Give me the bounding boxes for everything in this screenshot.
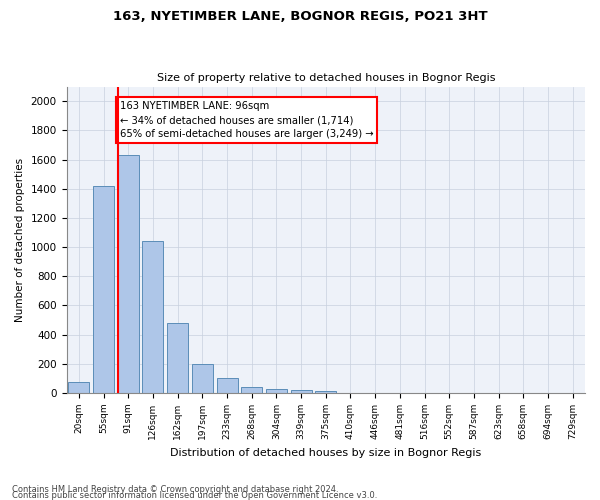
Bar [167, 323, 188, 393]
Title: Size of property relative to detached houses in Bognor Regis: Size of property relative to detached ho… [157, 73, 495, 83]
Bar [290, 390, 311, 393]
Bar [266, 388, 287, 393]
Bar [142, 240, 163, 393]
X-axis label: Distribution of detached houses by size in Bognor Regis: Distribution of detached houses by size … [170, 448, 481, 458]
Bar [217, 378, 238, 393]
Text: Contains HM Land Registry data © Crown copyright and database right 2024.: Contains HM Land Registry data © Crown c… [12, 484, 338, 494]
Text: 163, NYETIMBER LANE, BOGNOR REGIS, PO21 3HT: 163, NYETIMBER LANE, BOGNOR REGIS, PO21 … [113, 10, 487, 23]
Text: Contains public sector information licensed under the Open Government Licence v3: Contains public sector information licen… [12, 490, 377, 500]
Bar [192, 364, 213, 393]
Y-axis label: Number of detached properties: Number of detached properties [15, 158, 25, 322]
Bar [118, 155, 139, 393]
Bar [68, 382, 89, 393]
Text: 163 NYETIMBER LANE: 96sqm
← 34% of detached houses are smaller (1,714)
65% of se: 163 NYETIMBER LANE: 96sqm ← 34% of detac… [120, 101, 373, 139]
Bar [93, 186, 114, 393]
Bar [241, 386, 262, 393]
Bar [315, 392, 336, 393]
